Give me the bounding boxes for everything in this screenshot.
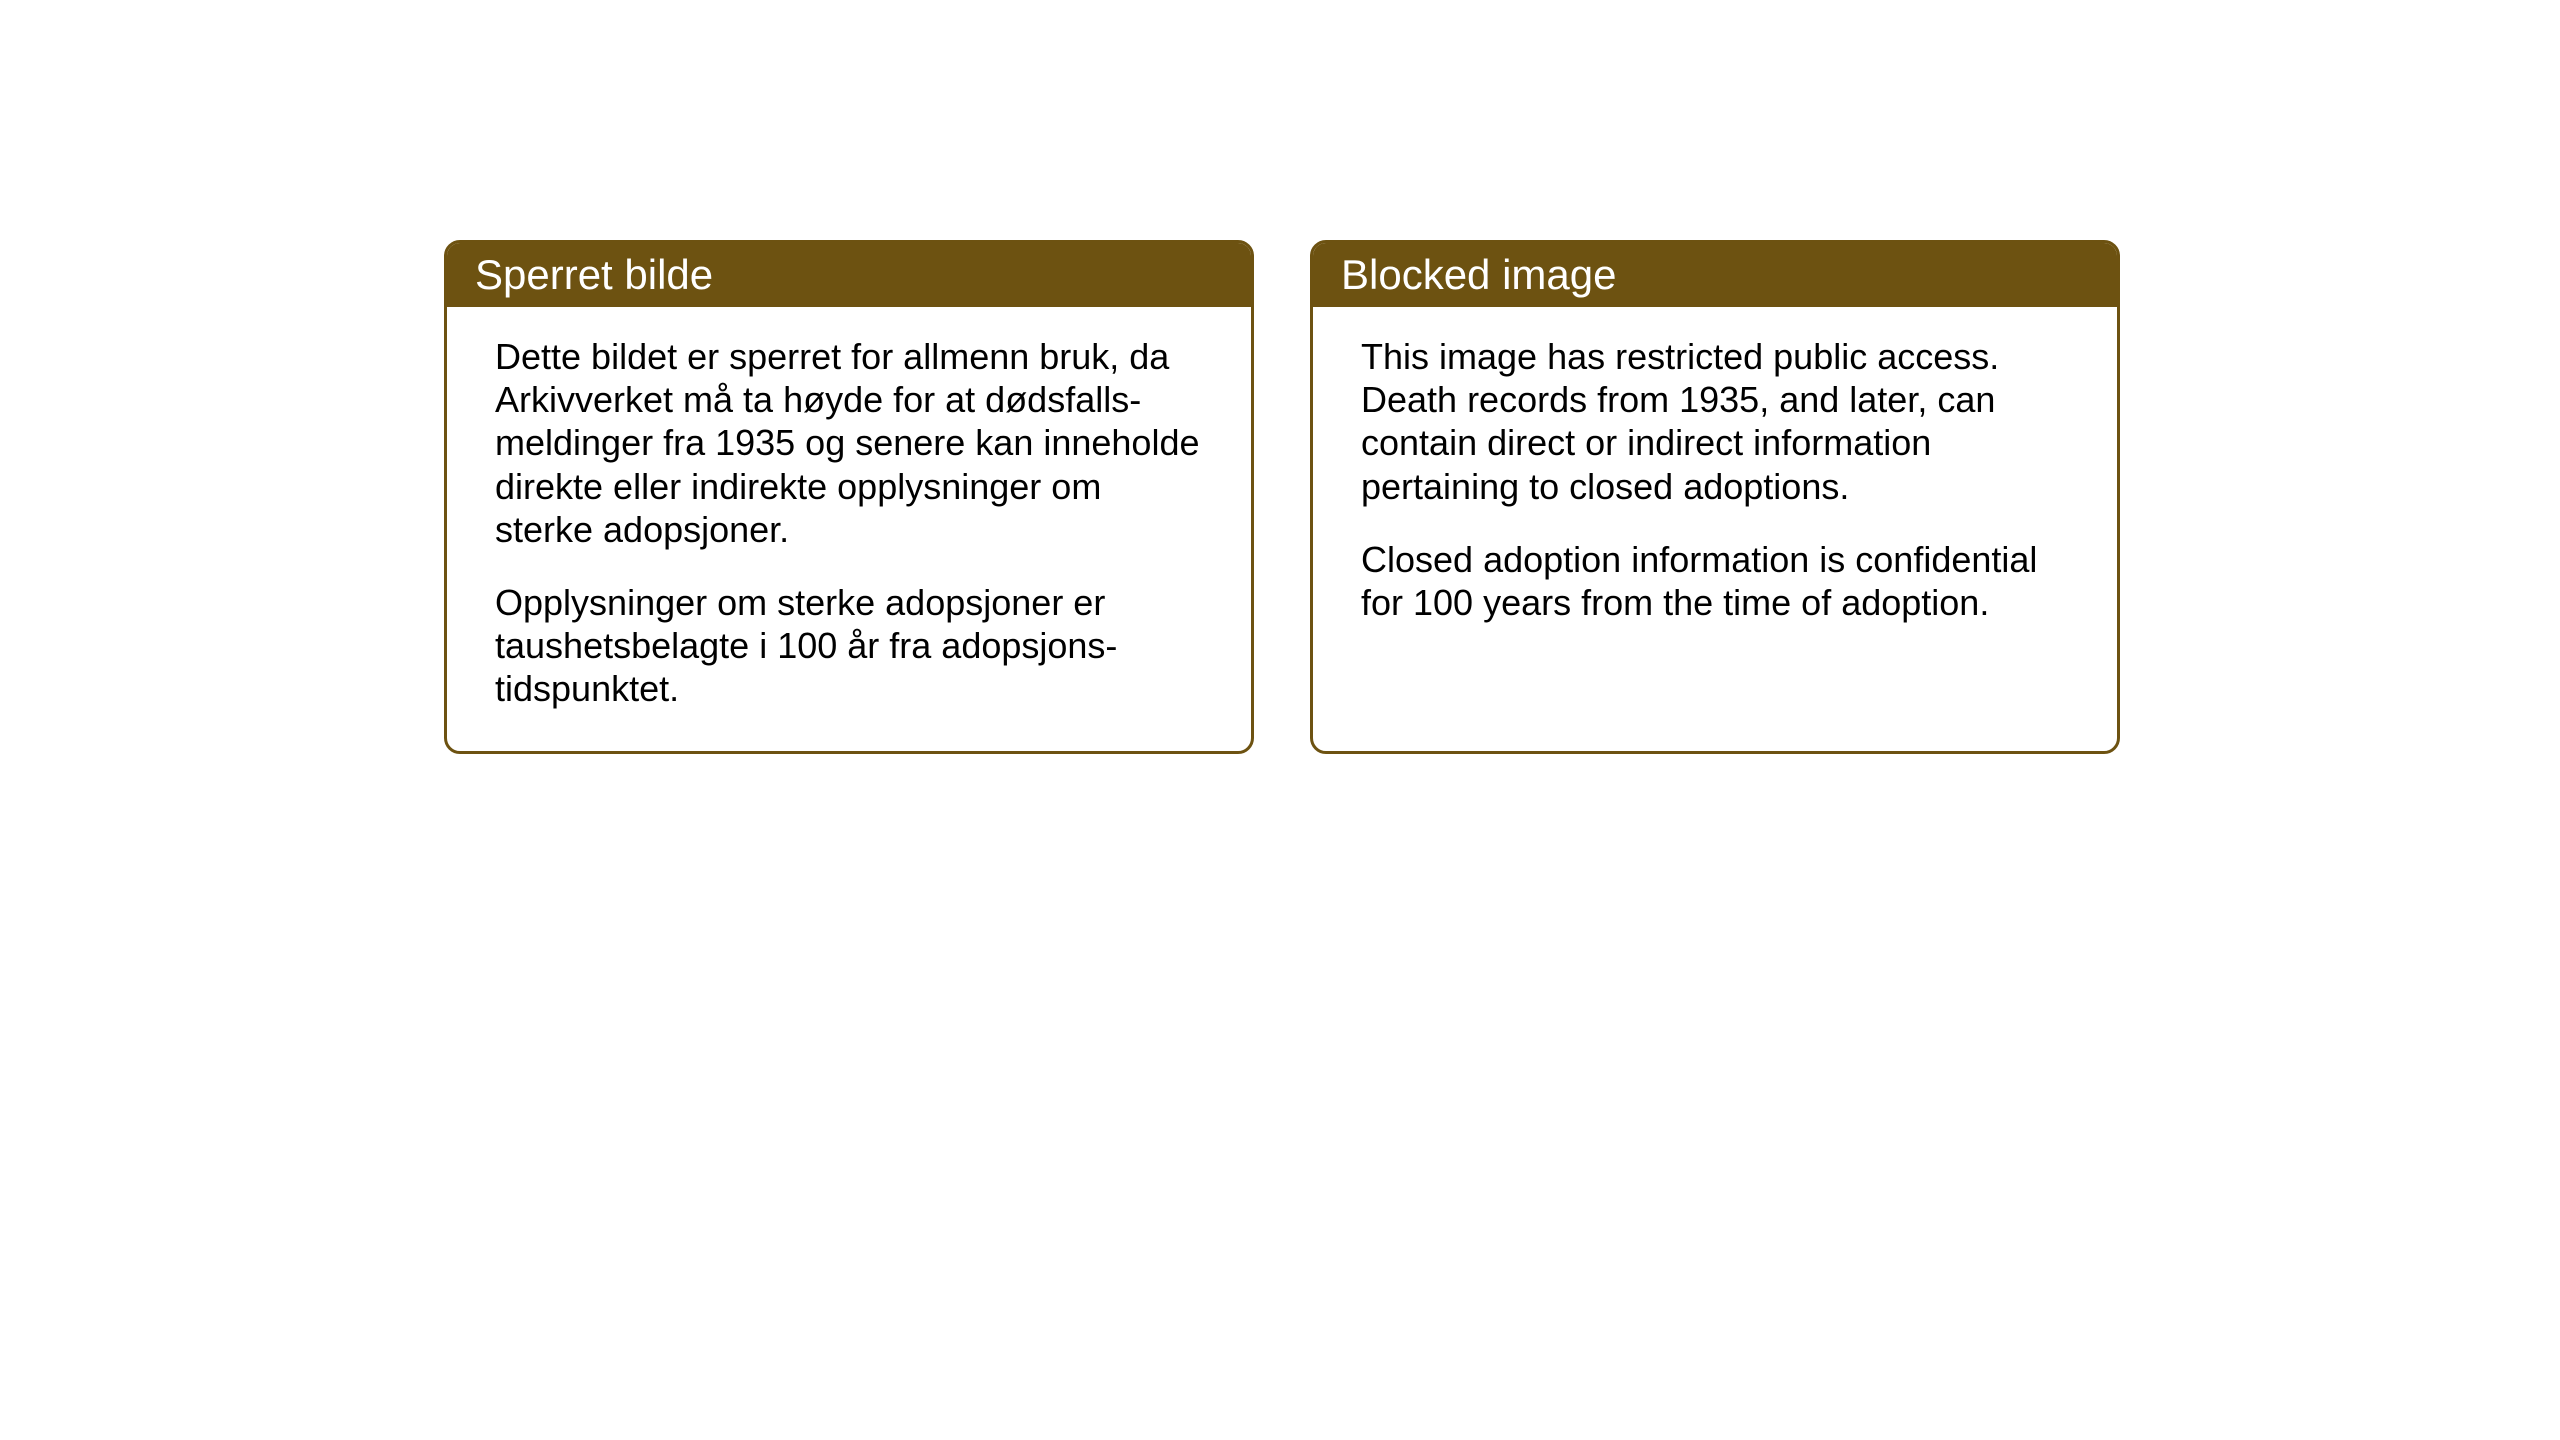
- cards-container: Sperret bilde Dette bildet er sperret fo…: [444, 240, 2120, 754]
- card-header-norwegian: Sperret bilde: [447, 243, 1251, 307]
- card-header-english: Blocked image: [1313, 243, 2117, 307]
- card-paragraph1-english: This image has restricted public access.…: [1361, 335, 2069, 508]
- card-paragraph2-norwegian: Opplysninger om sterke adopsjoner er tau…: [495, 581, 1203, 711]
- card-paragraph2-english: Closed adoption information is confident…: [1361, 538, 2069, 624]
- card-body-norwegian: Dette bildet er sperret for allmenn bruk…: [447, 307, 1251, 751]
- card-body-english: This image has restricted public access.…: [1313, 307, 2117, 664]
- card-title-english: Blocked image: [1341, 251, 1616, 298]
- card-title-norwegian: Sperret bilde: [475, 251, 713, 298]
- card-norwegian: Sperret bilde Dette bildet er sperret fo…: [444, 240, 1254, 754]
- card-english: Blocked image This image has restricted …: [1310, 240, 2120, 754]
- card-paragraph1-norwegian: Dette bildet er sperret for allmenn bruk…: [495, 335, 1203, 551]
